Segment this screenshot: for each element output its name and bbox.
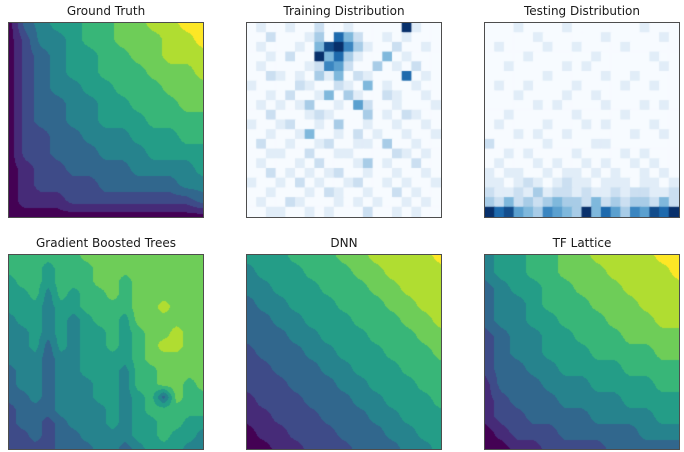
testing-distribution-plot — [484, 22, 680, 218]
panel-title: Gradient Boosted Trees — [36, 236, 176, 250]
panel-title: TF Lattice — [552, 236, 612, 250]
testing-distribution-panel: Testing Distribution — [484, 2, 680, 218]
ground-truth-plot — [8, 22, 204, 218]
tf-lattice-plot — [484, 254, 680, 450]
panel-title: Training Distribution — [283, 4, 405, 18]
gradient-boosted-trees-plot — [8, 254, 204, 450]
panel-title: Ground Truth — [66, 4, 146, 18]
gradient-boosted-trees-panel: Gradient Boosted Trees — [8, 234, 204, 450]
panel-title: DNN — [330, 236, 358, 250]
panel-title: Testing Distribution — [523, 4, 640, 18]
training-distribution-panel: Training Distribution — [246, 2, 442, 218]
ground-truth-panel: Ground Truth — [8, 2, 204, 218]
training-distribution-plot — [246, 22, 442, 218]
tf-lattice-panel: TF Lattice — [484, 234, 680, 450]
dnn-plot — [246, 254, 442, 450]
dnn-panel: DNN — [246, 234, 442, 450]
